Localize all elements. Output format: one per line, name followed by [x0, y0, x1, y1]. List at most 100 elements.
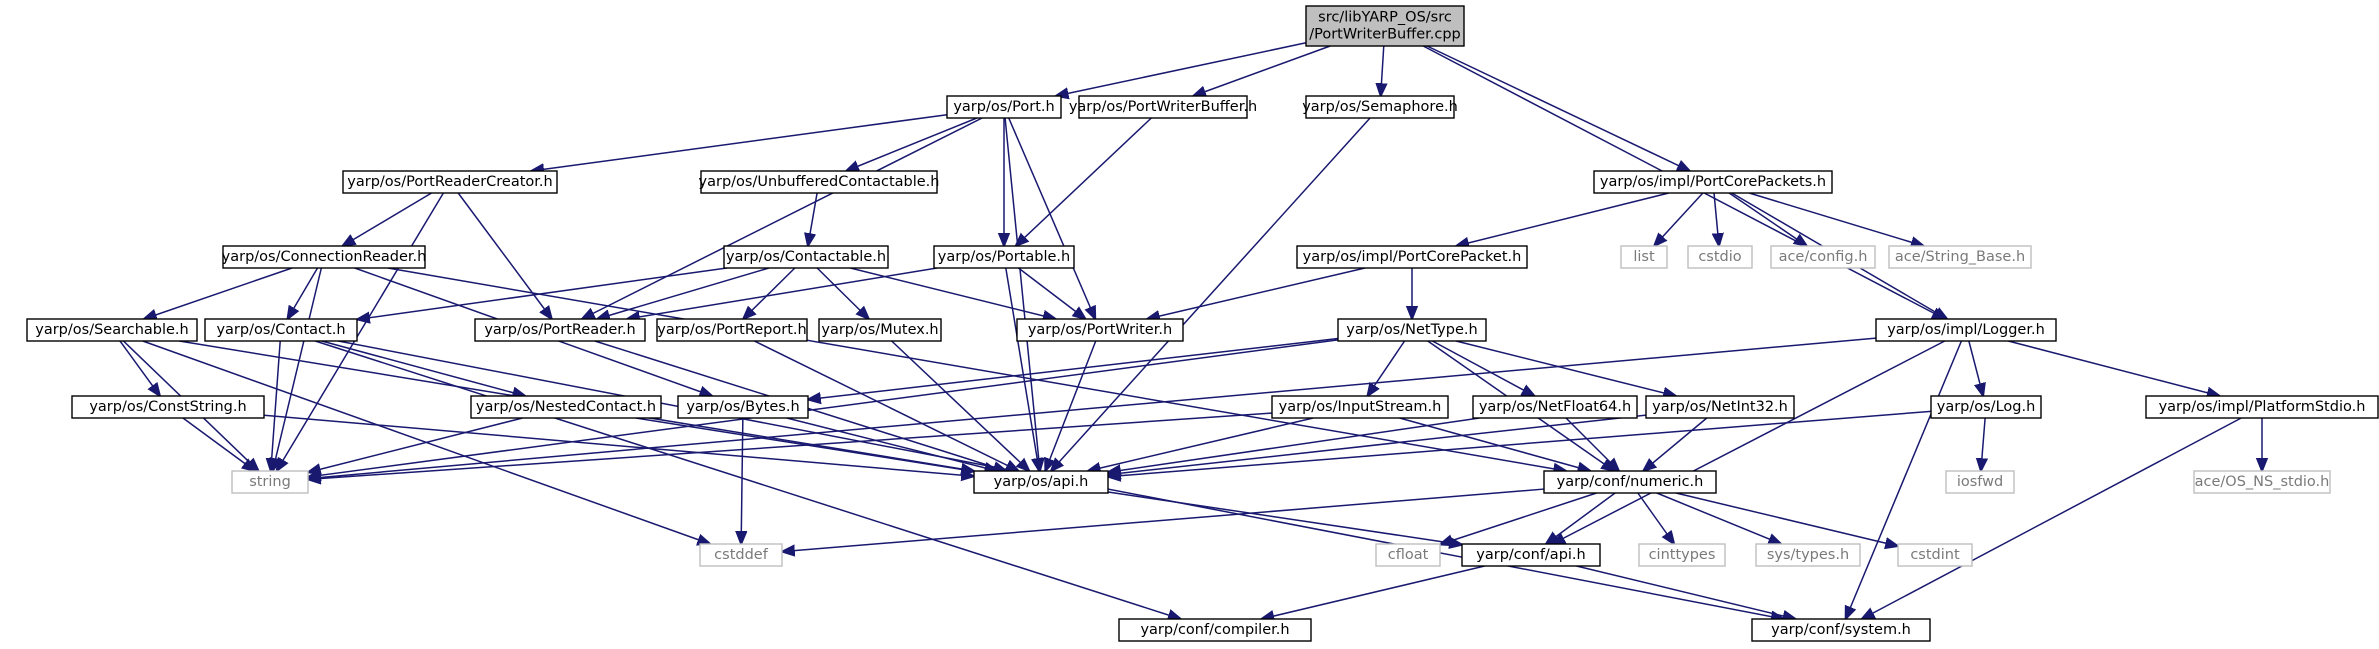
node-label: yarp/os/Port.h	[953, 99, 1054, 115]
node-box	[1016, 318, 1184, 342]
node-log-h[interactable]: yarp/os/Log.h	[1930, 395, 2042, 419]
node-box	[1305, 95, 1455, 119]
node-portreader-h[interactable]: yarp/os/PortReader.h	[474, 318, 646, 342]
edge-numeric_h-to-cstddef	[782, 488, 1545, 552]
node-ace-string-base-h[interactable]: ace/String_Base.h	[1888, 245, 2032, 269]
node-box	[1337, 318, 1487, 342]
node-list[interactable]: list	[1620, 245, 1668, 269]
edge-portable_h-to-portreader_h	[627, 267, 938, 319]
node-box	[699, 543, 783, 567]
node-nettype-h[interactable]: yarp/os/NetType.h	[1337, 318, 1487, 342]
node-searchable-h[interactable]: yarp/os/Searchable.h	[26, 318, 198, 342]
node-label: iosfwd	[1957, 474, 2003, 490]
edge-logger_h-to-conf_api_h	[1552, 340, 1946, 544]
node-cinttypes[interactable]: cinttypes	[1638, 543, 1726, 567]
node-root[interactable]: src/libYARP_OS/src/PortWriterBuffer.cpp	[1305, 5, 1465, 47]
node-compiler-h[interactable]: yarp/conf/compiler.h	[1118, 618, 1312, 642]
edge-nettype_h-to-bytes_h	[808, 337, 1339, 400]
node-cstdio[interactable]: cstdio	[1687, 245, 1753, 269]
node-conststring-h[interactable]: yarp/os/ConstString.h	[71, 395, 265, 419]
node-connectionreader-h[interactable]: yarp/os/ConnectionReader.h	[222, 245, 427, 269]
node-box	[656, 318, 808, 342]
node-system-h[interactable]: yarp/conf/system.h	[1751, 618, 1931, 642]
node-label: string	[249, 474, 291, 490]
edge-connectionreader_h-to-string	[273, 267, 323, 471]
node-logger-h[interactable]: yarp/os/impl/Logger.h	[1875, 318, 2057, 342]
node-nestedcontact-h[interactable]: yarp/os/NestedContact.h	[470, 395, 662, 419]
edge-numeric_h-to-cinttypes	[1637, 492, 1674, 544]
edge-bytes_h-to-cstddef	[741, 417, 743, 544]
node-box	[204, 318, 358, 342]
edge-portable_h-to-api_h	[1005, 267, 1039, 471]
node-semaphore-h[interactable]: yarp/os/Semaphore.h	[1302, 95, 1458, 119]
edge-root-to-portwriterbuffer_h	[1193, 45, 1331, 96]
edge-connectionreader_h-to-numeric_h	[387, 267, 1566, 471]
node-label: yarp/os/InputStream.h	[1279, 399, 1442, 415]
nodes-layer: src/libYARP_OS/src/PortWriterBuffer.cppy…	[26, 5, 2379, 642]
node-label: yarp/os/PortWriter.h	[1028, 322, 1172, 338]
node-label: yarp/os/Mutex.h	[821, 322, 938, 338]
node-cstddef[interactable]: cstddef	[699, 543, 783, 567]
node-netfloat64-h[interactable]: yarp/os/NetFloat64.h	[1472, 395, 1638, 419]
node-contactable-h[interactable]: yarp/os/Contactable.h	[723, 245, 889, 269]
node-conf-api-h[interactable]: yarp/conf/api.h	[1461, 543, 1601, 567]
node-label: yarp/os/UnbufferedContactable.h	[699, 174, 940, 190]
node-portwriterbuffer-h[interactable]: yarp/os/PortWriterBuffer.h	[1069, 95, 1257, 119]
node-portable-h[interactable]: yarp/os/Portable.h	[933, 245, 1075, 269]
node-sys-types-h[interactable]: sys/types.h	[1755, 543, 1861, 567]
node-label: yarp/os/PortReader.h	[484, 322, 635, 338]
edge-portcorepackets_h-to-portcorepacket_h	[1456, 192, 1670, 246]
edge-conf_api_h-to-compiler_h	[1261, 565, 1485, 619]
node-unbufferedcontactable-h[interactable]: yarp/os/UnbufferedContactable.h	[699, 170, 940, 194]
node-label: yarp/os/ConstString.h	[89, 399, 246, 415]
edge-inputstream_h-to-string	[308, 412, 1273, 479]
node-inputstream-h[interactable]: yarp/os/InputStream.h	[1271, 395, 1449, 419]
node-box	[342, 170, 558, 194]
node-api-h[interactable]: yarp/os/api.h	[973, 470, 1109, 494]
node-label: yarp/conf/compiler.h	[1140, 622, 1289, 638]
edge-nettype_h-to-netfloat64_h	[1432, 340, 1534, 396]
node-portreport-h[interactable]: yarp/os/PortReport.h	[656, 318, 808, 342]
node-box	[723, 245, 889, 269]
node-ace-os-ns-stdio-h[interactable]: ace/OS_NS_stdio.h	[2193, 470, 2331, 494]
node-mutex-h[interactable]: yarp/os/Mutex.h	[818, 318, 942, 342]
node-box	[700, 170, 938, 194]
node-box	[2145, 395, 2379, 419]
edge-portreadercreator_h-to-string	[277, 192, 445, 471]
node-portcorepackets-h[interactable]: yarp/os/impl/PortCorePackets.h	[1593, 170, 1833, 194]
edge-platformstdio_h-to-system_h	[1862, 417, 2242, 619]
node-platformstdio-h[interactable]: yarp/os/impl/PlatformStdio.h	[2145, 395, 2379, 419]
node-netint32-h[interactable]: yarp/os/NetInt32.h	[1645, 395, 1795, 419]
edge-numeric_h-to-cfloat	[1440, 492, 1597, 544]
node-portcorepacket-h[interactable]: yarp/os/impl/PortCorePacket.h	[1296, 245, 1528, 269]
node-iosfwd[interactable]: iosfwd	[1945, 470, 2015, 494]
node-box	[1687, 245, 1753, 269]
node-numeric-h[interactable]: yarp/conf/numeric.h	[1543, 470, 1717, 494]
node-box	[2193, 470, 2331, 494]
node-box	[1897, 543, 1973, 567]
node-portwriter-h[interactable]: yarp/os/PortWriter.h	[1016, 318, 1184, 342]
edge-portcorepackets_h-to-ace_string_base_h	[1749, 192, 1924, 246]
edge-bytes_h-to-api_h	[786, 417, 998, 471]
node-label: yarp/os/PortReaderCreator.h	[347, 174, 552, 190]
edge-portcorepackets_h-to-cstdio	[1714, 192, 1719, 246]
node-contact-h[interactable]: yarp/os/Contact.h	[204, 318, 358, 342]
node-cstdint[interactable]: cstdint	[1897, 543, 1973, 567]
node-port-h[interactable]: yarp/os/Port.h	[946, 95, 1062, 119]
node-label: yarp/os/PortWriterBuffer.h	[1069, 99, 1257, 115]
edge-conststring_h-to-api_h	[263, 414, 974, 476]
node-string[interactable]: string	[231, 470, 309, 494]
node-ace-config-h[interactable]: ace/config.h	[1770, 245, 1876, 269]
node-bytes-h[interactable]: yarp/os/Bytes.h	[677, 395, 809, 419]
node-label: yarp/os/Log.h	[1937, 399, 2036, 415]
node-box	[1296, 245, 1528, 269]
node-box	[26, 318, 198, 342]
edge-netfloat64_h-to-api_h	[1108, 417, 1480, 472]
edge-netint32_h-to-api_h	[1108, 414, 1647, 474]
node-portreadercreator-h[interactable]: yarp/os/PortReaderCreator.h	[342, 170, 558, 194]
edge-port_h-to-unbufferedcontactable_h	[846, 117, 978, 171]
node-box	[933, 245, 1075, 269]
node-cfloat[interactable]: cfloat	[1375, 543, 1441, 567]
node-box	[1770, 245, 1876, 269]
node-label: yarp/os/Semaphore.h	[1302, 99, 1458, 115]
